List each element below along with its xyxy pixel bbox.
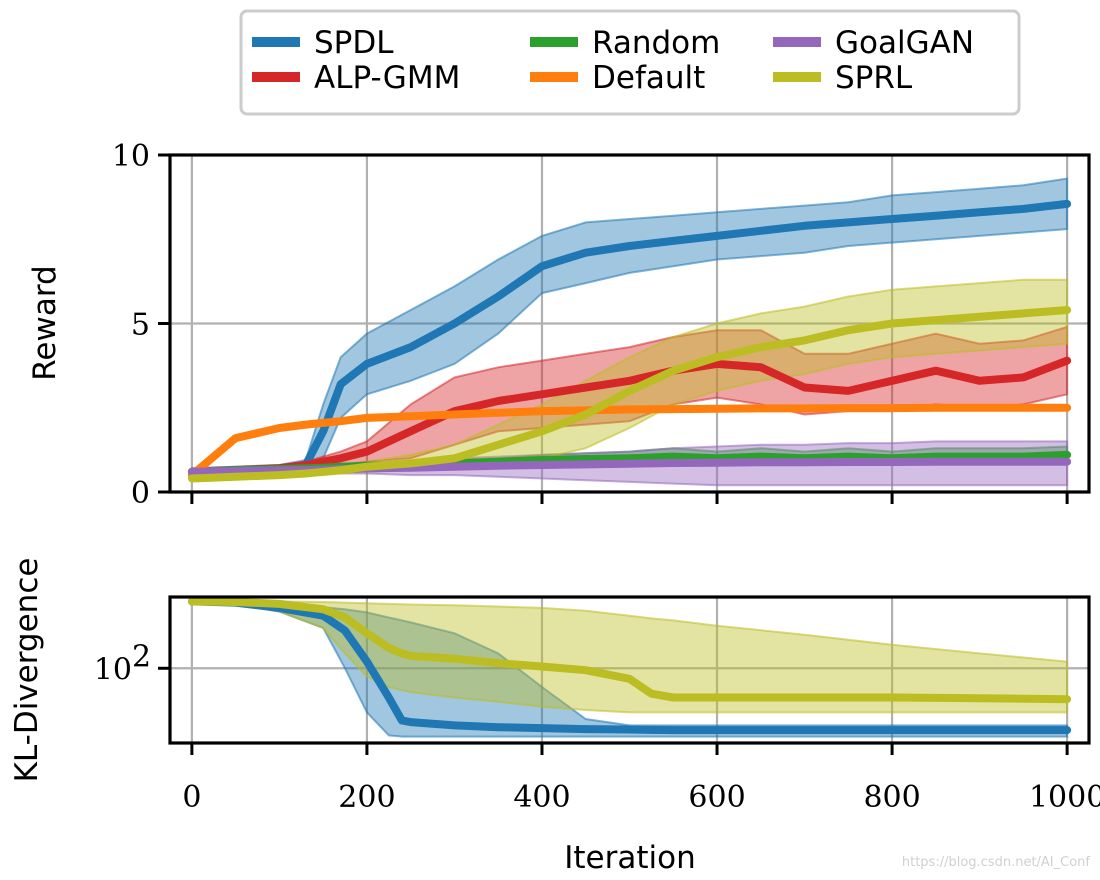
kl-ylabel: KL-Divergence <box>9 558 45 783</box>
kl-lines <box>187 597 1072 735</box>
legend-label-default: Default <box>592 60 705 96</box>
legend-label-sprl: SPRL <box>835 60 913 96</box>
kl-axes-frame <box>168 595 1091 745</box>
reward-line-sprl <box>187 306 1072 483</box>
watermark-text: https://blog.csdn.net/AI_Conf <box>902 855 1091 870</box>
x-axis-label: Iteration <box>564 840 696 876</box>
kl-xtick-label-1000: 1000 <box>1029 780 1100 815</box>
reward-lines <box>187 199 1072 483</box>
kl-xtick-label-200: 200 <box>338 780 395 815</box>
kl-ticks: 10 2 0 200 400 600 800 1000 <box>94 639 1100 815</box>
reward-plot: 0 5 10 Reward <box>27 139 1091 511</box>
kl-bands <box>190 599 1069 738</box>
kl-plot: 10 2 0 200 400 600 800 1000 KL-Divergence Itera… <box>9 558 1100 876</box>
kl-line-spdl <box>187 597 1072 735</box>
reward-line-alp-gmm <box>187 356 1072 476</box>
reward-ytick-label-5: 5 <box>131 308 150 343</box>
legend-label-alp-gmm: ALP-GMM <box>314 60 460 96</box>
kl-ytick-exp-100: 2 <box>132 639 151 674</box>
kl-band-sprl <box>190 599 1069 714</box>
reward-band-spdl <box>190 177 1069 477</box>
reward-ytick-label-10: 10 <box>112 139 150 174</box>
kl-xtick-label-800: 800 <box>863 780 920 815</box>
legend-label-goalgan: GoalGAN <box>835 25 974 61</box>
legend-label-random: Random <box>592 25 720 61</box>
reward-ticks: 0 5 10 <box>112 139 1069 511</box>
reward-ytick-label-0: 0 <box>131 476 150 511</box>
kl-line-sprl <box>187 597 1072 704</box>
kl-xtick-label-600: 600 <box>688 780 745 815</box>
reward-line-spdl <box>187 199 1072 476</box>
kl-band-spdl <box>190 599 1069 738</box>
kl-xtick-label-400: 400 <box>513 780 570 815</box>
legend-label-spdl: SPDL <box>314 25 394 61</box>
legend-box <box>239 9 1021 116</box>
kl-xtick-label-0: 0 <box>182 780 201 815</box>
kl-ytick-label-100: 10 <box>94 652 132 687</box>
reward-ylabel: Reward <box>27 265 63 380</box>
